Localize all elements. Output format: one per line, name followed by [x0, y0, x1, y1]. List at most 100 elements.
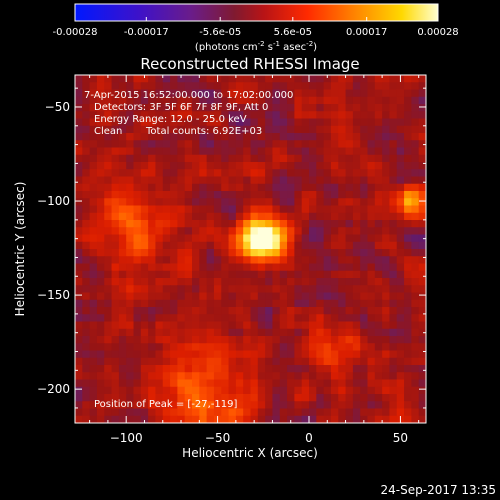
heatmap-cell [170, 176, 178, 185]
heatmap-cell [287, 111, 295, 120]
heatmap-cell [148, 198, 157, 207]
heatmap-cell [148, 372, 157, 381]
heatmap-cell [82, 205, 91, 214]
y-axis-label: Heliocentric Y (arcsec) [13, 182, 27, 317]
heatmap-cell [404, 234, 412, 243]
heatmap-cell [360, 408, 369, 417]
heatmap-cell [389, 357, 398, 366]
heatmap-cell [206, 147, 215, 156]
heatmap-cell [177, 82, 186, 91]
heatmap-cell [199, 104, 208, 112]
heatmap-cell [243, 278, 252, 286]
heatmap-cell [96, 278, 105, 286]
heatmap-cell [338, 162, 347, 170]
heatmap-cell [126, 147, 135, 156]
heatmap-cell [177, 241, 186, 250]
heatmap-cell [272, 104, 281, 112]
heatmap-cell [89, 82, 98, 91]
heatmap-cell [279, 401, 288, 410]
heatmap-cell [294, 227, 303, 236]
heatmap-cell [221, 249, 230, 257]
heatmap-cell [265, 285, 274, 294]
heatmap-cell [330, 212, 339, 221]
heatmap-cell [184, 75, 193, 83]
heatmap-cell [272, 154, 281, 163]
heatmap-cell [111, 125, 120, 134]
heatmap-cell [404, 307, 412, 315]
heatmap-cell [367, 336, 376, 344]
heatmap-cell [140, 299, 149, 308]
heatmap-cell [257, 314, 266, 323]
heatmap-cell [206, 386, 215, 395]
heatmap-cell [345, 96, 354, 105]
heatmap-cell [155, 220, 164, 228]
heatmap-cell [396, 307, 405, 315]
heatmap-cell [192, 183, 200, 192]
heatmap-cell [104, 227, 113, 236]
heatmap-cell [213, 386, 222, 395]
heatmap-cell [155, 118, 164, 127]
heatmap-cell [243, 415, 252, 423]
heatmap-cell [133, 386, 142, 395]
heatmap-cell [294, 169, 303, 178]
heatmap-cell [199, 227, 208, 236]
heatmap-cell [170, 328, 178, 337]
heatmap-cell [418, 140, 426, 149]
heatmap-cell [75, 256, 83, 265]
heatmap-cell [272, 205, 281, 214]
heatmap-cell [411, 212, 420, 221]
heatmap-cell [162, 154, 171, 163]
heatmap-cell [338, 321, 347, 330]
heatmap-cell [411, 408, 420, 417]
heatmap-cell [323, 162, 332, 170]
heatmap-cell [250, 401, 259, 410]
heatmap-cell [162, 299, 171, 308]
heatmap-cell [250, 328, 259, 337]
heatmap-cell [382, 183, 391, 192]
heatmap-cell [338, 212, 347, 221]
heatmap-cell [133, 154, 142, 163]
heatmap-cell [243, 111, 252, 120]
heatmap-cell [257, 104, 266, 112]
heatmap-cell [250, 227, 259, 236]
heatmap-cell [96, 292, 105, 301]
heatmap-cell [367, 278, 376, 286]
heatmap-cell [338, 118, 347, 127]
heatmap-cell [96, 82, 105, 91]
heatmap-cell [82, 357, 91, 366]
heatmap-cell [126, 314, 135, 323]
heatmap-cell [221, 234, 230, 243]
heatmap-cell [192, 147, 200, 156]
heatmap-cell [140, 292, 149, 301]
heatmap-cell [148, 89, 157, 98]
heatmap-cell [170, 307, 178, 315]
heatmap-cell [309, 365, 317, 373]
heatmap-cell [352, 227, 361, 236]
heatmap-cell [126, 82, 135, 91]
heatmap-cell [279, 307, 288, 315]
heatmap-cell [111, 372, 120, 381]
heatmap-cell [192, 140, 200, 149]
heatmap-cell [111, 205, 120, 214]
heatmap-cell [221, 82, 230, 91]
heatmap-cell [352, 357, 361, 366]
heatmap-cell [213, 133, 222, 141]
heatmap-cell [287, 125, 295, 134]
heatmap-cell [352, 249, 361, 257]
heatmap-cell [316, 162, 325, 170]
heatmap-cell [360, 314, 369, 323]
heatmap-cell [294, 249, 303, 257]
heatmap-cell [279, 343, 288, 352]
heatmap-cell [411, 401, 420, 410]
heatmap-cell [404, 147, 412, 156]
heatmap-cell [118, 82, 127, 91]
heatmap-cell [316, 401, 325, 410]
heatmap-cell [104, 379, 113, 388]
heatmap-cell [404, 111, 412, 120]
heatmap-cell [257, 183, 266, 192]
heatmap-cell [367, 321, 376, 330]
heatmap-cell [221, 133, 230, 141]
heatmap-cell [287, 314, 295, 323]
heatmap-cell [279, 299, 288, 308]
heatmap-cell [294, 212, 303, 221]
